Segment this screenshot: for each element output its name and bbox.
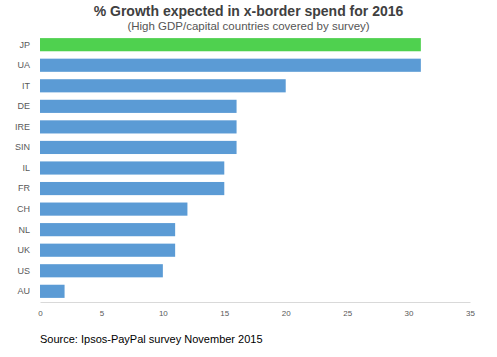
category-label: SIN xyxy=(15,142,30,152)
category-label: AU xyxy=(17,286,30,296)
bar xyxy=(40,203,187,216)
y-tick: JP xyxy=(19,40,30,50)
x-tick: 30 xyxy=(405,302,414,318)
x-tick-label: 25 xyxy=(343,309,352,318)
category-label: IT xyxy=(22,81,31,91)
category-label: CH xyxy=(17,204,30,214)
y-tick: NL xyxy=(18,225,30,235)
category-label: UK xyxy=(17,245,30,255)
category-label: NL xyxy=(18,225,30,235)
x-tick-label: 20 xyxy=(282,309,291,318)
y-axis-line xyxy=(40,35,41,303)
x-tick: 25 xyxy=(343,302,352,318)
bar xyxy=(40,264,163,277)
bar xyxy=(40,182,224,195)
x-tick: 20 xyxy=(282,302,291,318)
x-axis: 0 5 10 15 20 25 30 35 xyxy=(38,302,475,318)
y-tick: FR xyxy=(18,183,30,193)
y-tick: US xyxy=(17,266,30,276)
x-tick: 5 xyxy=(100,302,105,318)
category-label: FR xyxy=(18,183,30,193)
category-label: US xyxy=(17,266,30,276)
category-label: DE xyxy=(17,101,30,111)
title: % Growth expected in x-border spend for … xyxy=(94,3,404,19)
bar xyxy=(40,120,237,133)
plot: 0 5 10 15 20 25 30 35 JP UA IT DE IRE SIN IL FR CH NL UK US… xyxy=(15,35,476,318)
x-tick-label: 35 xyxy=(466,309,475,318)
x-tick-label: 30 xyxy=(405,309,414,318)
x-tick-label: 15 xyxy=(220,309,229,318)
category-label: UA xyxy=(17,60,30,70)
y-tick: IL xyxy=(22,163,30,173)
category-label: JP xyxy=(19,40,30,50)
y-tick: DE xyxy=(17,101,30,111)
bar xyxy=(40,244,175,257)
y-tick: SIN xyxy=(15,142,30,152)
y-tick: IT xyxy=(22,81,31,91)
bars xyxy=(40,38,421,298)
bar xyxy=(40,285,65,298)
bar xyxy=(40,161,224,174)
category-label: IRE xyxy=(15,122,30,132)
x-tick: 10 xyxy=(159,302,168,318)
chart: % Growth expected in x-border spend for … xyxy=(0,0,497,357)
source-note: Source: Ipsos-PayPal survey November 201… xyxy=(40,333,263,345)
category-label: IL xyxy=(22,163,30,173)
y-tick: AU xyxy=(17,286,30,296)
bar xyxy=(40,38,421,51)
subtitle: (High GDP/capital countries covered by s… xyxy=(127,20,369,32)
x-tick: 15 xyxy=(220,302,229,318)
x-tick-label: 10 xyxy=(159,309,168,318)
bar xyxy=(40,141,237,154)
bar xyxy=(40,223,175,236)
y-tick: IRE xyxy=(15,122,30,132)
y-tick: UA xyxy=(17,60,30,70)
bar xyxy=(40,100,237,113)
bar xyxy=(40,59,421,72)
y-tick: CH xyxy=(17,204,30,214)
x-tick: 0 xyxy=(38,302,43,318)
y-tick: UK xyxy=(17,245,30,255)
x-tick-label: 0 xyxy=(38,309,43,318)
bar xyxy=(40,79,286,92)
y-axis: JP UA IT DE IRE SIN IL FR CH NL UK US AU xyxy=(15,35,41,303)
x-tick: 35 xyxy=(466,302,475,318)
x-tick-label: 5 xyxy=(100,309,105,318)
x-axis-line xyxy=(41,302,471,303)
